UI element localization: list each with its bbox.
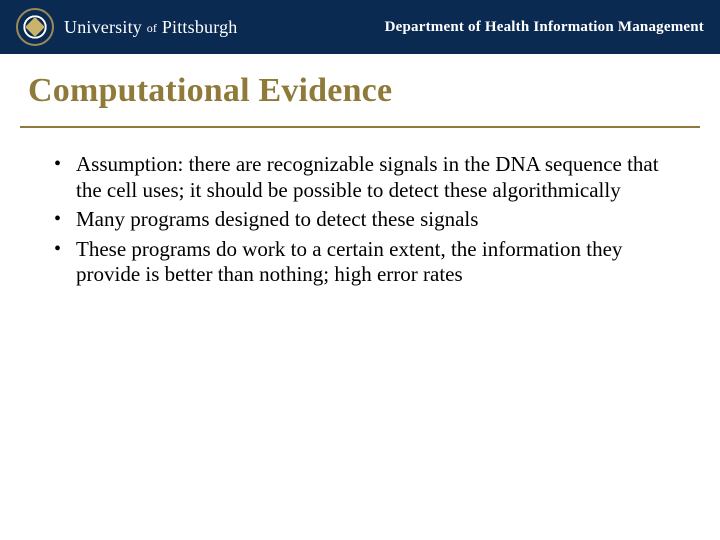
list-item: These programs do work to a certain exte… — [48, 237, 672, 288]
slide-body: Assumption: there are recognizable signa… — [0, 128, 720, 288]
wordmark-prefix: University — [64, 17, 142, 37]
department-name: Department of Health Information Managem… — [385, 19, 704, 36]
slide-title: Computational Evidence — [28, 72, 692, 110]
bullet-list: Assumption: there are recognizable signa… — [48, 152, 672, 288]
university-seal-icon — [16, 8, 54, 46]
list-item: Assumption: there are recognizable signa… — [48, 152, 672, 203]
wordmark-of: of — [147, 21, 157, 35]
title-area: Computational Evidence — [0, 54, 720, 120]
list-item: Many programs designed to detect these s… — [48, 207, 672, 233]
slide-header: University of Pittsburgh Department of H… — [0, 0, 720, 54]
wordmark-suffix: Pittsburgh — [162, 17, 238, 37]
university-wordmark: University of Pittsburgh — [64, 17, 238, 38]
